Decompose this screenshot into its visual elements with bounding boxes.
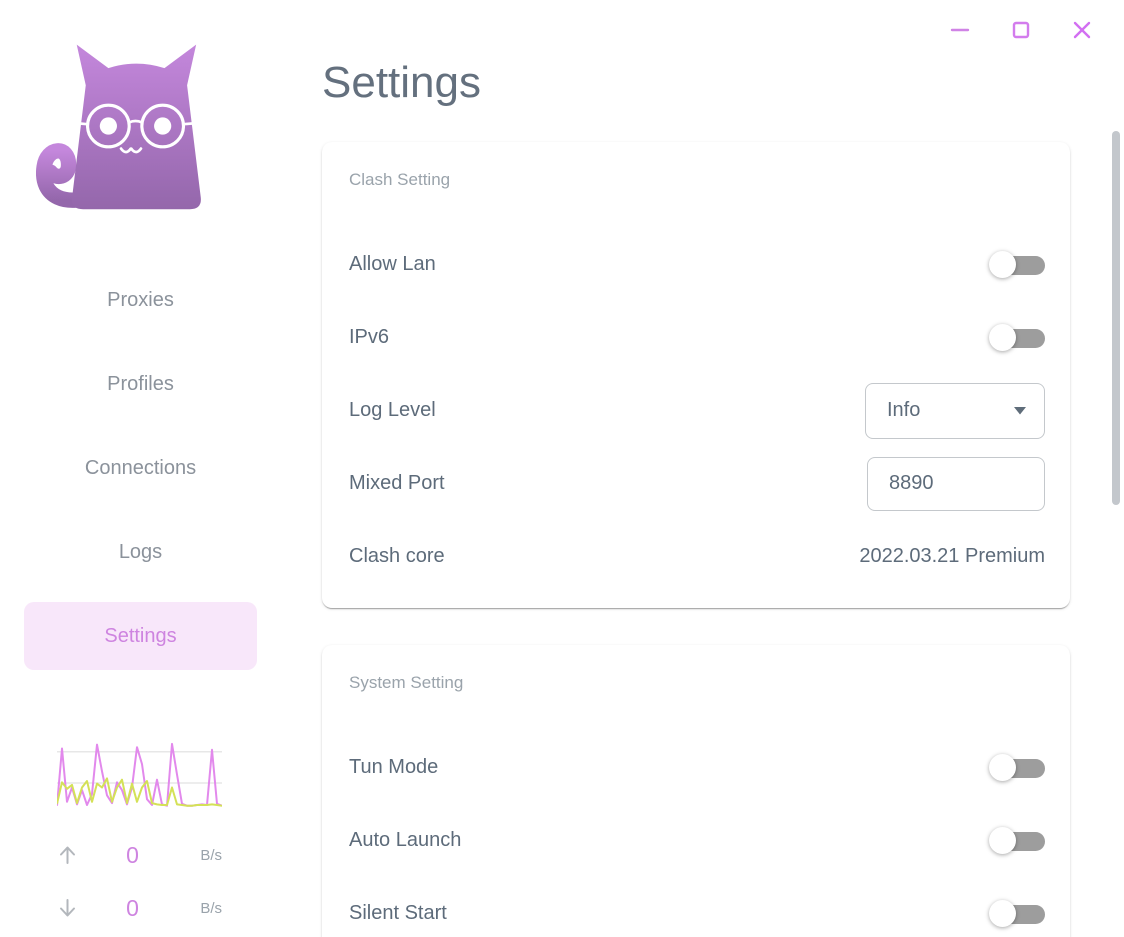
arrow-up-icon [57, 844, 81, 866]
sidebar-item-label: Logs [118, 540, 163, 563]
toggle-knob [989, 250, 1016, 278]
mixed-port-row: Mixed Port [349, 447, 1045, 520]
upload-stat-row: 0 B/s [57, 839, 222, 871]
page-title: Settings [322, 58, 481, 107]
toggle-knob [989, 899, 1016, 927]
section-label: System Setting [349, 673, 464, 692]
chevron-down-icon [1014, 406, 1026, 414]
section-label: Clash Setting [349, 170, 451, 189]
ipv6-toggle[interactable] [989, 323, 1045, 352]
log-level-select[interactable]: Info [865, 382, 1045, 439]
silent-start-row: Silent Start [349, 877, 1045, 937]
window-controls [942, 14, 1100, 46]
download-speed-unit: B/s [200, 899, 222, 917]
log-level-row: Log Level Info [349, 374, 1045, 447]
sidebar-nav: Proxies Profiles Connections Logs Settin… [24, 266, 257, 686]
clash-cat-logo-icon [36, 44, 201, 210]
tun-mode-row: Tun Mode [349, 731, 1045, 804]
silent-start-toggle[interactable] [989, 899, 1045, 928]
allow-lan-toggle[interactable] [989, 250, 1045, 279]
ipv6-row: IPv6 [349, 301, 1045, 374]
close-icon [1073, 21, 1091, 39]
sidebar-item-profiles[interactable]: Profiles [24, 350, 257, 418]
system-setting-card: System Setting Tun Mode Auto Launch Sile… [322, 645, 1070, 937]
log-level-selected-value: Info [887, 399, 921, 421]
clash-core-label: Clash core [349, 545, 445, 567]
sidebar-item-connections[interactable]: Connections [24, 434, 257, 502]
sidebar-item-label: Settings [104, 624, 177, 647]
traffic-stats: 0 B/s 0 B/s [57, 839, 222, 937]
close-button[interactable] [1064, 14, 1100, 46]
maximize-icon [1012, 21, 1030, 39]
auto-launch-toggle[interactable] [989, 826, 1045, 855]
auto-launch-row: Auto Launch [349, 804, 1045, 877]
maximize-button[interactable] [1003, 14, 1039, 46]
download-speed-value: 0 [126, 894, 139, 921]
tun-mode-toggle[interactable] [989, 753, 1045, 782]
auto-launch-label: Auto Launch [349, 829, 462, 851]
clash-core-row: Clash core 2022.03.21 Premium [349, 520, 1045, 593]
sidebar: Proxies Profiles Connections Logs Settin… [0, 0, 280, 937]
log-level-label: Log Level [349, 399, 436, 421]
upload-speed-value: 0 [126, 841, 139, 868]
sidebar-item-proxies[interactable]: Proxies [24, 266, 257, 334]
sidebar-item-label: Profiles [107, 372, 174, 395]
scrollbar-thumb[interactable] [1112, 131, 1120, 505]
download-stat-row: 0 B/s [57, 892, 222, 924]
toggle-knob [989, 826, 1016, 854]
mixed-port-input[interactable] [867, 456, 1045, 511]
minimize-button[interactable] [942, 14, 978, 46]
sidebar-item-logs[interactable]: Logs [24, 518, 257, 586]
clash-setting-card: Clash Setting Allow Lan IPv6 Log Level [322, 142, 1070, 608]
tun-mode-label: Tun Mode [349, 756, 439, 778]
sidebar-item-settings[interactable]: Settings [24, 602, 257, 670]
sidebar-item-label: Connections [84, 456, 197, 479]
ipv6-label: IPv6 [349, 326, 390, 348]
toggle-knob [989, 323, 1016, 351]
arrow-down-icon [57, 897, 81, 919]
sidebar-item-label: Proxies [107, 288, 174, 311]
silent-start-label: Silent Start [349, 902, 447, 924]
toggle-knob [989, 753, 1016, 781]
upload-speed-unit: B/s [200, 846, 222, 864]
minimize-icon [950, 28, 970, 32]
traffic-chart [57, 742, 222, 807]
allow-lan-row: Allow Lan [349, 228, 1045, 301]
clash-core-version: 2022.03.21 Premium [859, 545, 1045, 567]
mixed-port-label: Mixed Port [349, 472, 445, 494]
allow-lan-label: Allow Lan [349, 253, 436, 275]
